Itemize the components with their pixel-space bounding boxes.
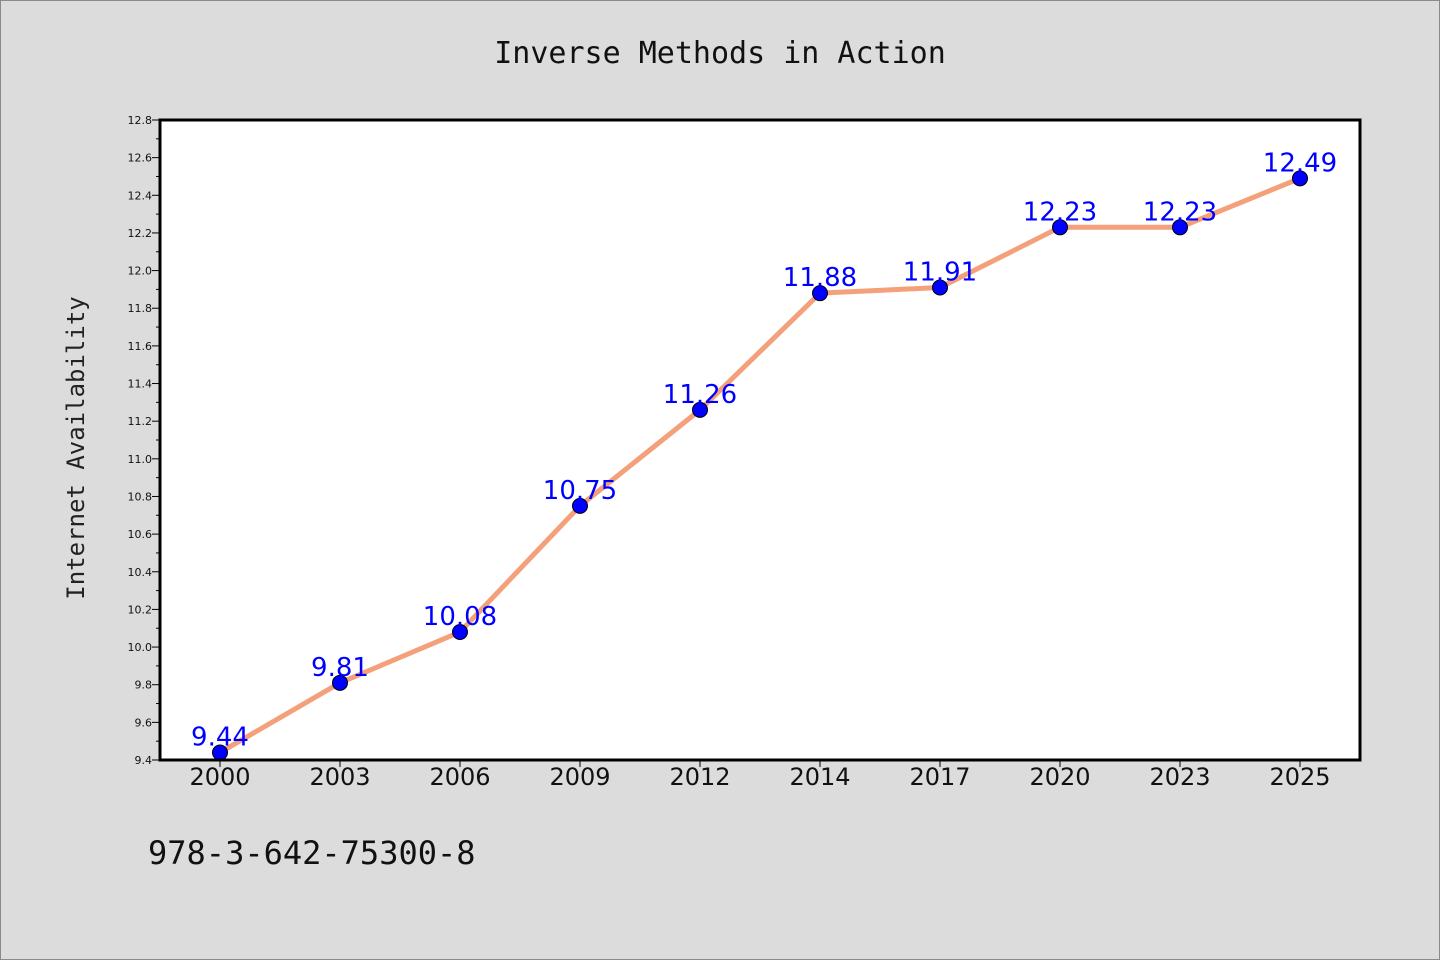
data-point — [452, 624, 468, 640]
data-point — [932, 279, 948, 296]
x-tick-label: 2017 — [909, 763, 970, 791]
plot-border — [158, 118, 1362, 762]
x-tick-label: 2006 — [429, 763, 490, 791]
chart-title: Inverse Methods in Action — [494, 36, 946, 71]
data-point — [1052, 219, 1068, 236]
data-label: 12.23 — [1143, 197, 1217, 227]
y-tick-label: 10.2 — [128, 603, 153, 616]
y-tick-label: 12.0 — [128, 265, 153, 278]
x-tick-label: 2012 — [669, 763, 730, 791]
data-label: 9.81 — [311, 653, 369, 683]
x-tick-label: 2000 — [189, 763, 250, 791]
series-line — [217, 175, 1303, 755]
x-tick-label: 2009 — [549, 763, 610, 791]
y-tick-label: 12.8 — [128, 114, 153, 127]
y-tick-label: 12.4 — [128, 189, 153, 202]
x-tick-label: 2014 — [789, 763, 850, 791]
data-point — [1292, 170, 1308, 187]
x-tick-label: 2003 — [309, 763, 370, 791]
y-tick-label: 11.6 — [128, 340, 153, 353]
data-label: 11.91 — [903, 258, 977, 288]
data-point — [812, 285, 828, 302]
x-tick-label: 2023 — [1149, 763, 1210, 791]
x-tick-label: 2025 — [1269, 763, 1330, 791]
y-tick-label: 10.0 — [128, 641, 153, 654]
y-tick-label: 10.8 — [128, 490, 153, 503]
x-tick-label: 2020 — [1029, 763, 1090, 791]
y-tick-label: 10.4 — [128, 566, 153, 579]
y-tick-label: 9.8 — [135, 679, 153, 692]
y-tick-label: 11.4 — [128, 378, 153, 391]
isbn-label: 978-3-642-75300-8 — [148, 834, 476, 872]
y-tick-label: 11.0 — [128, 453, 153, 466]
y-tick-label: 9.4 — [135, 754, 153, 767]
data-label: 11.26 — [663, 380, 737, 410]
data-point — [332, 674, 348, 691]
data-label: 10.08 — [423, 602, 497, 632]
y-tick-label: 12.2 — [128, 227, 153, 240]
data-point — [692, 401, 708, 418]
y-tick-label: 11.2 — [128, 415, 153, 428]
data-label: 12.49 — [1263, 148, 1337, 178]
y-tick-label: 11.8 — [128, 302, 153, 315]
y-tick-label: 10.6 — [128, 528, 153, 541]
data-label: 11.88 — [783, 263, 857, 293]
data-point — [1172, 219, 1188, 236]
data-label: 9.44 — [191, 722, 249, 752]
data-label: 12.23 — [1023, 197, 1097, 227]
data-label: 10.75 — [543, 476, 617, 506]
y-tick-label: 9.6 — [135, 716, 153, 729]
data-point — [572, 497, 588, 514]
y-tick-label: 12.6 — [128, 152, 153, 165]
y-axis-label: Internet Availability — [62, 296, 90, 599]
chart-marks: 9.4 9.6 9.8 10.0 10.2 10.4 10.6 10.8 11.0 11.2 11.… — [128, 114, 1338, 791]
